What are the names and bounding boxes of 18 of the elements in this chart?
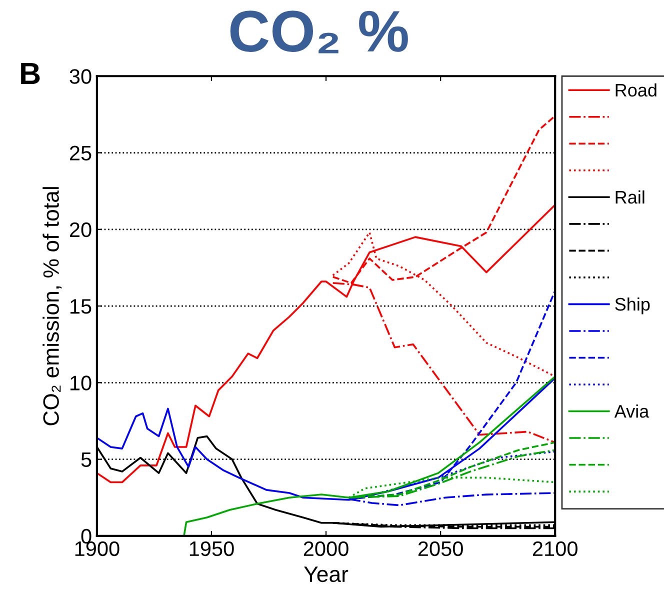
y-tick-label: 15 (70, 299, 92, 314)
x-tick-label: 1950 (190, 541, 234, 556)
legend-label: Road (616, 83, 656, 97)
y-tick-label: 25 (70, 146, 92, 161)
y-axis-title: CO₂ emission, % of total (42, 187, 62, 426)
legend-label: Ship (615, 297, 650, 314)
legend-label: Rail (616, 190, 644, 204)
x-axis-title: Year (304, 566, 348, 582)
y-tick-label: 5 (81, 452, 92, 468)
text: B (21, 63, 40, 84)
x-tick-label: 2100 (532, 541, 578, 556)
x-tick-label: 2000 (304, 541, 348, 556)
x-tick-label: 2050 (418, 541, 463, 556)
legend-label: Avia (614, 404, 650, 418)
chart-title: CO₂ % (230, 10, 408, 54)
y-tick-label: 20 (70, 222, 92, 238)
y-tick-label: 10 (70, 376, 92, 390)
y-tick-label: 30 (70, 69, 92, 84)
